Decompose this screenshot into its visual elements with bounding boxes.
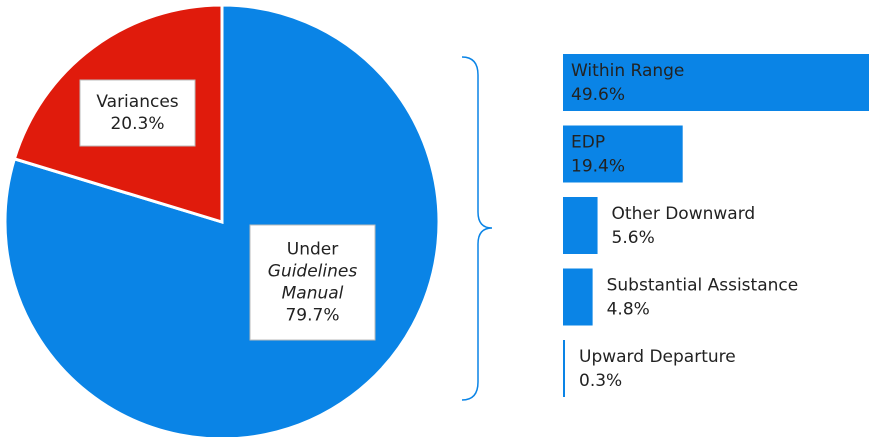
slice-label: Under Guidelines Manual [268,240,358,304]
slice-value: 20.3% [110,114,164,134]
bar-value: 4.8% [607,300,650,320]
label-word: Manual [282,284,344,304]
bar-label: EDP [571,133,605,153]
bar-label: Within Range [571,61,684,81]
bar-value: 5.6% [612,228,655,248]
slice-value: 79.7% [285,306,339,326]
bar-value: 0.3% [579,371,622,391]
bar [563,125,683,183]
bar-label: Substantial Assistance [607,276,799,296]
bracket [461,56,493,401]
label-word: Guidelines [268,262,358,282]
label-word: Under [287,240,338,260]
bar [563,268,593,326]
slice-label: Variances [96,92,178,112]
bar-label: Upward Departure [579,347,736,367]
label-box [249,224,376,341]
bar-value: 49.6% [571,85,625,105]
bar-label: Other Downward [612,204,756,224]
bar-value: 19.4% [571,157,625,177]
label-word: Variances [96,92,178,112]
bar [563,54,869,111]
bar [563,197,598,254]
label-box [79,79,196,147]
bar [563,340,565,397]
